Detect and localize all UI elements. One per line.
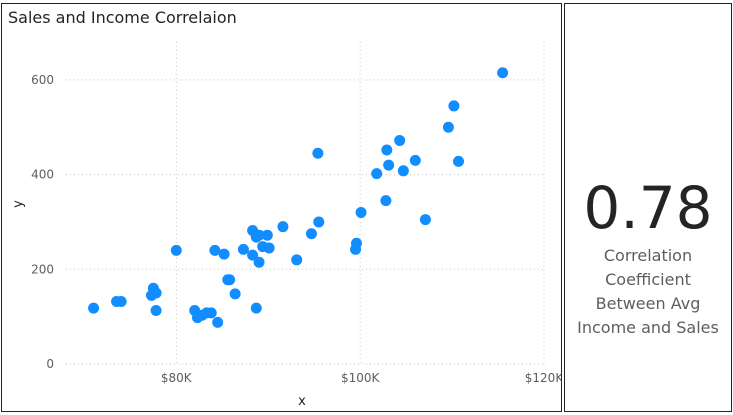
data-point[interactable] — [380, 195, 392, 207]
x-axis-title: x — [298, 394, 306, 409]
data-point[interactable] — [229, 288, 241, 300]
correlation-value: 0.78 — [583, 174, 713, 242]
y-axis-title: y — [11, 200, 26, 208]
y-tick-label: 600 — [31, 73, 54, 87]
kpi-card-visual[interactable]: 0.78 Correlation Coefficient Between Avg… — [564, 3, 732, 412]
data-point[interactable] — [261, 229, 273, 241]
data-point[interactable] — [150, 304, 162, 316]
data-point[interactable] — [355, 206, 367, 218]
data-point[interactable] — [394, 134, 406, 146]
data-point[interactable] — [371, 168, 383, 180]
data-point[interactable] — [291, 254, 303, 266]
data-point[interactable] — [237, 243, 249, 255]
chart-title: Sales and Income Correlaion — [8, 8, 237, 27]
data-point[interactable] — [453, 155, 465, 167]
data-point[interactable] — [250, 302, 262, 314]
data-point[interactable] — [397, 165, 409, 177]
data-point[interactable] — [88, 302, 100, 314]
y-tick-label: 400 — [31, 168, 54, 182]
data-point[interactable] — [253, 229, 265, 241]
data-point[interactable] — [305, 228, 317, 240]
data-point[interactable] — [218, 248, 230, 260]
data-point[interactable] — [247, 249, 259, 261]
scatter-chart-visual[interactable]: Sales and Income Correlaion 0 200 400 600 $8… — [1, 3, 562, 412]
data-point[interactable] — [205, 307, 217, 319]
data-point[interactable] — [170, 244, 182, 256]
data-point[interactable] — [497, 67, 509, 79]
data-point[interactable] — [312, 147, 324, 159]
data-point[interactable] — [212, 316, 224, 328]
x-tick-label: $80K — [161, 371, 193, 385]
data-point[interactable] — [277, 221, 289, 233]
data-point[interactable] — [350, 237, 362, 249]
correlation-label: Correlation Coefficient Between Avg Inco… — [577, 246, 719, 337]
data-point[interactable] — [209, 244, 221, 256]
data-point[interactable] — [224, 274, 236, 286]
data-point[interactable] — [409, 154, 421, 166]
data-point[interactable] — [313, 216, 325, 228]
data-point[interactable] — [381, 144, 393, 156]
scatter-plot[interactable]: 0 200 400 600 $80K $100K $120K x y — [2, 4, 561, 411]
data-point[interactable] — [442, 121, 454, 133]
data-point[interactable] — [115, 295, 127, 307]
data-point[interactable] — [263, 242, 275, 254]
data-point[interactable] — [448, 100, 460, 112]
data-point[interactable] — [253, 256, 265, 268]
data-point[interactable] — [150, 287, 162, 299]
data-point[interactable] — [419, 214, 431, 226]
y-tick-label: 200 — [31, 262, 54, 276]
data-point[interactable] — [383, 159, 395, 171]
y-tick-label: 0 — [46, 357, 54, 371]
x-tick-label: $100K — [341, 371, 381, 385]
x-tick-label: $120K — [525, 371, 561, 385]
